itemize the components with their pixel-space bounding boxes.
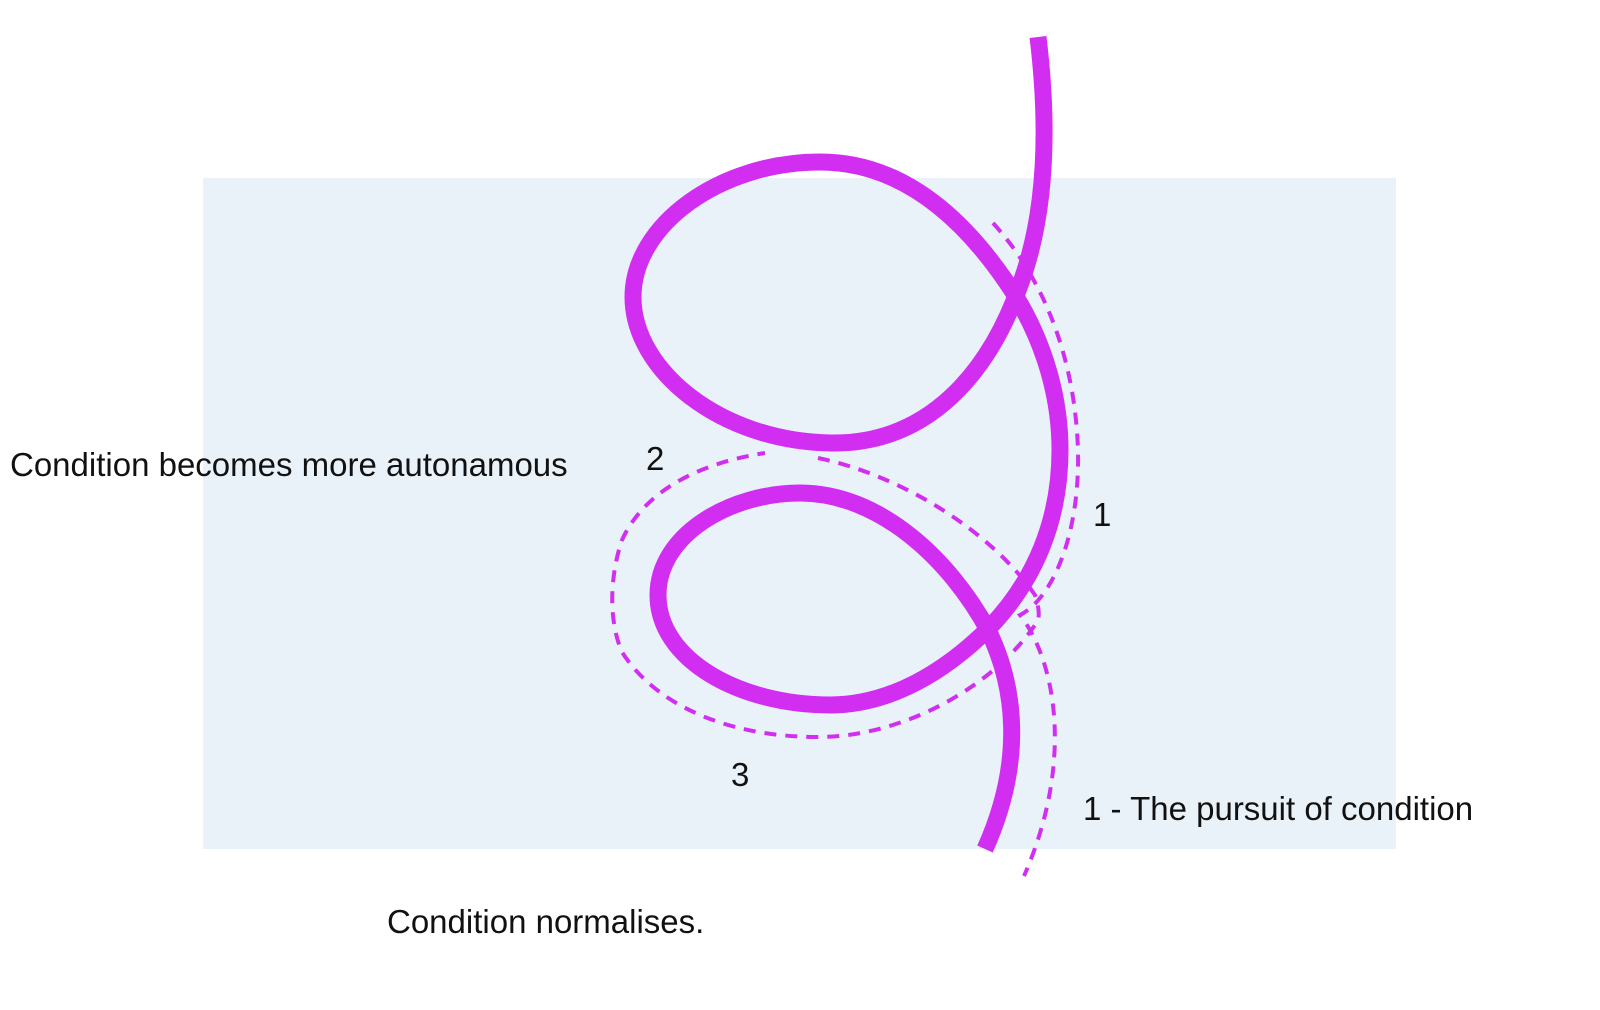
main-loop-path	[624, 35, 1069, 853]
normalises-condition-label: Condition normalises.	[387, 903, 705, 940]
marker-three-label: 3	[731, 756, 750, 793]
autonomous-condition-label: Condition becomes more autonamous	[10, 446, 568, 483]
pursuit-legend-label: 1 - The pursuit of condition	[1083, 790, 1474, 827]
marker-two-label: 2	[646, 440, 665, 477]
diagram-background-panel	[203, 178, 1396, 849]
dashed-autonomy-path	[610, 451, 1041, 740]
marker-one-label: 1	[1093, 496, 1112, 533]
dashed-pursuit-path	[991, 221, 1081, 877]
